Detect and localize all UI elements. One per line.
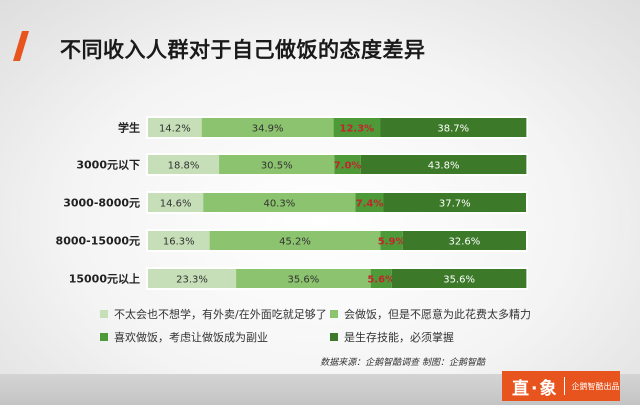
data-label: 43.8% xyxy=(428,161,460,172)
data-label: 16.3% xyxy=(163,237,195,248)
data-label: 35.6% xyxy=(443,275,475,286)
legend-swatch xyxy=(330,310,338,318)
legend-label: 不太会也不想学，有外卖/在外面吃就足够了 xyxy=(114,308,327,321)
bar-segment xyxy=(360,155,527,174)
brand-subtitle: 企鹅智酷出品 xyxy=(571,381,620,391)
source-note: 数据来源：企鹅智酷调查 制图：企鹅智酷 xyxy=(320,358,485,368)
bar-segment xyxy=(334,155,361,174)
bar-segment xyxy=(148,118,202,137)
legend-swatch xyxy=(100,310,108,318)
bar-segment xyxy=(219,155,335,174)
data-label: 7.0% xyxy=(334,161,362,172)
legend-label: 是生存技能，必须掌握 xyxy=(344,331,454,344)
chart-title: 不同收入人群对于自己做饭的态度差异 xyxy=(60,38,426,62)
legend-swatch xyxy=(330,333,338,341)
bar-segment xyxy=(355,193,384,212)
bar-segment xyxy=(148,231,210,250)
category-label: 15000元以上 xyxy=(69,272,140,286)
bar-segment xyxy=(203,193,356,212)
legend-item: 是生存技能，必须掌握 xyxy=(330,329,540,345)
category-label: 3000元以下 xyxy=(76,159,140,172)
data-label: 35.6% xyxy=(287,275,319,286)
legend-item: 不太会也不想学，有外卖/在外面吃就足够了 xyxy=(100,306,330,322)
brand-logo: 直·象 xyxy=(512,378,559,399)
bar-segment xyxy=(148,269,237,288)
data-label: 5.9% xyxy=(378,237,406,248)
data-label: 7.4% xyxy=(356,199,384,210)
data-label: 18.8% xyxy=(168,161,200,172)
bar-segment xyxy=(383,193,526,212)
category-label: 学生 xyxy=(118,121,140,135)
bar-segment xyxy=(391,269,527,288)
data-label: 37.7% xyxy=(439,199,471,210)
stacked-bar-chart: 学生 14.2% 34.9% 12.3% 38.7% 3000元以下 18.8% 30.5% 7… xyxy=(56,116,528,290)
bar-segment xyxy=(402,231,526,250)
bar-segment xyxy=(148,155,220,174)
bar-segment xyxy=(201,118,334,137)
header-accent-mark xyxy=(13,31,29,61)
bar-segment xyxy=(148,193,204,212)
legend-item: 喜欢做饭，考虑让做饭成为副业 xyxy=(100,329,330,345)
data-label: 14.6% xyxy=(160,199,192,210)
data-label: 30.5% xyxy=(261,161,293,172)
data-label: 14.2% xyxy=(159,124,191,135)
legend-label: 会做饭，但是不愿意为此花费太多精力 xyxy=(344,308,531,321)
data-label: 38.7% xyxy=(437,124,469,135)
bar-segment xyxy=(236,269,371,288)
bar-segment xyxy=(209,231,381,250)
bar-segment xyxy=(333,118,381,137)
legend: 不太会也不想学，有外卖/在外面吃就足够了 会做饭，但是不愿意为此花费太多精力 喜… xyxy=(100,306,540,345)
data-label: 5.6% xyxy=(367,275,395,286)
legend-item: 会做饭，但是不愿意为此花费太多精力 xyxy=(330,306,540,322)
data-label: 45.2% xyxy=(279,237,311,248)
legend-label: 喜欢做饭，考虑让做饭成为副业 xyxy=(114,331,268,344)
bar-segment xyxy=(380,118,527,137)
data-label: 12.3% xyxy=(339,124,374,135)
category-label: 8000-15000元 xyxy=(56,235,140,248)
brand-separator xyxy=(564,377,566,395)
bar-segment xyxy=(380,231,403,250)
category-label: 3000-8000元 xyxy=(63,197,140,210)
legend-swatch xyxy=(100,333,108,341)
data-label: 34.9% xyxy=(252,124,284,135)
data-label: 32.6% xyxy=(448,237,480,248)
data-label: 40.3% xyxy=(263,199,295,210)
bar-segment xyxy=(370,269,392,288)
brand-logo-box: 直·象 企鹅智酷出品 xyxy=(502,371,620,401)
data-label: 23.3% xyxy=(176,275,208,286)
